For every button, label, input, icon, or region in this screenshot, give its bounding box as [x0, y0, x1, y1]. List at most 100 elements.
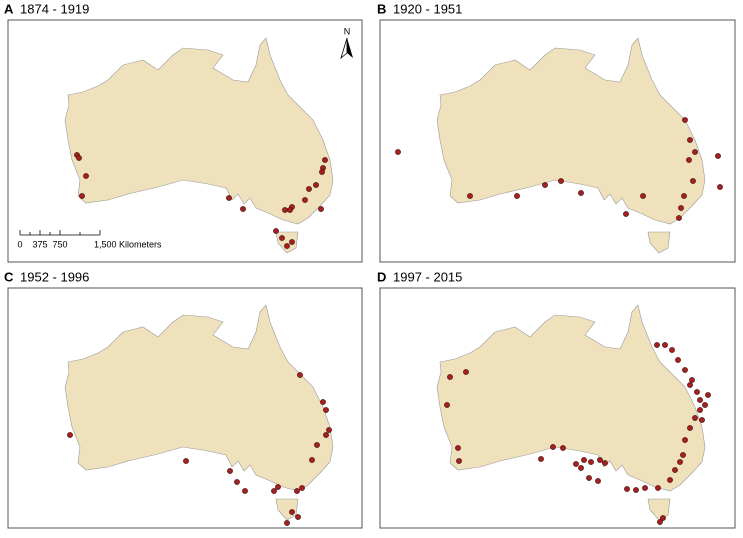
sighting-dot: [682, 117, 688, 123]
sighting-dot: [595, 478, 601, 484]
sighting-dot: [669, 347, 675, 353]
sighting-dot: [275, 484, 281, 490]
north-label: N: [344, 26, 351, 36]
panel-letter: D: [377, 269, 386, 284]
sighting-dot: [642, 485, 648, 491]
scale-bar: [19, 230, 101, 236]
panel-letter: C: [4, 269, 14, 284]
sighting-dot: [299, 485, 305, 491]
sighting-dot: [699, 417, 705, 423]
sighting-dot: [550, 444, 556, 450]
sighting-dot: [295, 514, 301, 520]
sighting-dot: [586, 475, 592, 481]
sighting-dot: [309, 457, 315, 463]
sighting-dot: [560, 445, 566, 451]
north-arrow: N: [340, 26, 353, 60]
sighting-dot: [395, 149, 401, 155]
scale-label: 1,500 Kilometers: [94, 239, 162, 249]
sighting-dot: [514, 193, 520, 199]
sighting-dot: [279, 235, 285, 241]
sighting-dot: [326, 427, 332, 433]
sighting-dot: [680, 452, 686, 458]
sighting-dot: [686, 157, 692, 163]
sighting-dot: [581, 457, 587, 463]
sighting-dot: [456, 458, 462, 464]
sighting-dot: [697, 397, 703, 403]
sighting-dot: [682, 437, 688, 443]
sighting-dot: [692, 415, 698, 421]
sighting-dot: [717, 184, 723, 190]
sighting-dot: [284, 243, 290, 249]
panel-letter: A: [4, 1, 14, 16]
sighting-dot: [578, 190, 584, 196]
sightings: [67, 117, 723, 526]
panel-title: 1997 - 2015: [393, 269, 462, 284]
scale-label: 375: [32, 239, 47, 249]
sighting-dot: [675, 357, 681, 363]
sighting-dot: [323, 432, 329, 438]
sighting-dot: [692, 149, 698, 155]
panel-title: 1874 - 1919: [20, 1, 89, 16]
sighting-dot: [294, 488, 300, 494]
sighting-dot: [289, 239, 295, 245]
sighting-dot: [660, 515, 666, 521]
sighting-dot: [289, 509, 295, 515]
sighting-dot: [678, 205, 684, 211]
sighting-dot: [282, 207, 288, 213]
sighting-dot: [313, 182, 319, 188]
sighting-dot: [676, 215, 682, 221]
sighting-dot: [597, 457, 603, 463]
sighting-dot: [694, 389, 700, 395]
sighting-dot: [242, 488, 248, 494]
sighting-dot: [602, 460, 608, 466]
sighting-dot: [83, 173, 89, 179]
sighting-dot: [623, 211, 629, 217]
sighting-dot: [306, 186, 312, 192]
panel-title: 1920 - 1951: [393, 1, 462, 16]
sighting-dot: [323, 407, 329, 413]
panel-letter: B: [377, 1, 386, 16]
sighting-dot: [690, 178, 696, 184]
sighting-dot: [226, 195, 232, 201]
sighting-dot: [705, 392, 711, 398]
sighting-dot: [79, 193, 85, 199]
sighting-dot: [655, 485, 661, 491]
sighting-dot: [183, 458, 189, 464]
sighting-dot: [319, 169, 325, 175]
sighting-dot: [314, 442, 320, 448]
sighting-dot: [455, 445, 461, 451]
sighting-dot: [463, 369, 469, 375]
sighting-dot: [672, 467, 678, 473]
sighting-dot: [447, 374, 453, 380]
sighting-dot: [271, 488, 277, 494]
sighting-dot: [284, 520, 290, 526]
sighting-dot: [322, 157, 328, 163]
sighting-dot: [287, 207, 293, 213]
sighting-dot: [320, 399, 326, 405]
sighting-dot: [538, 456, 544, 462]
sighting-dot: [240, 206, 246, 212]
sighting-dot: [662, 342, 668, 348]
sighting-dot: [667, 477, 673, 483]
sighting-dot: [640, 193, 646, 199]
scale-label: 0: [17, 239, 22, 249]
sighting-dot: [558, 178, 564, 184]
sighting-dot: [657, 519, 663, 525]
sighting-dot: [682, 367, 688, 373]
panel-title: 1952 - 1996: [20, 269, 89, 284]
sighting-dot: [697, 407, 703, 413]
sighting-dot: [687, 425, 693, 431]
sighting-dot: [702, 402, 708, 408]
sighting-dot: [624, 486, 630, 492]
sighting-dot: [588, 459, 594, 465]
scale-label: 750: [52, 239, 67, 249]
sighting-dot: [467, 193, 473, 199]
sighting-dot: [633, 487, 639, 493]
sighting-dot: [227, 468, 233, 474]
sighting-dot: [681, 193, 687, 199]
sighting-dot: [67, 432, 73, 438]
sighting-dot: [297, 372, 303, 378]
sighting-dot: [302, 197, 308, 203]
sighting-dot: [715, 153, 721, 159]
